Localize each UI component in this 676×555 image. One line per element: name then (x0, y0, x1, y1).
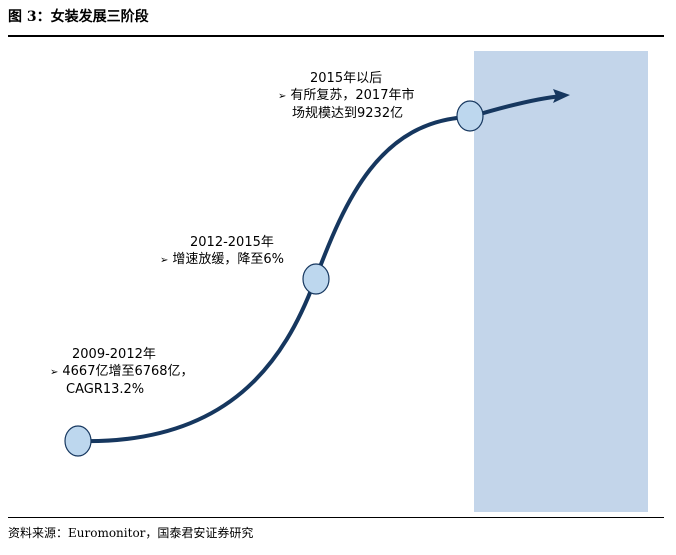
stage-node-2 (302, 263, 330, 295)
stage-period: 2012-2015年 (190, 235, 274, 250)
growth-curve (76, 94, 564, 444)
stage-detail: 有所复苏，2017年市 (290, 88, 415, 103)
stage-node-3 (456, 100, 484, 132)
stage-detail: 4667亿增至6768亿， (62, 364, 194, 379)
bottom-rule (8, 517, 664, 518)
curve-arrowhead (553, 89, 570, 103)
stage-period: 2015年以后 (310, 71, 383, 86)
stage-node-1 (64, 425, 92, 457)
highlight-band (474, 51, 648, 512)
top-rule (8, 35, 664, 37)
arrow-bullet-icon: ➢ (160, 255, 169, 266)
figure-title: 图 3：女装发展三阶段 (8, 9, 149, 25)
stage-label-3: 2015年以后 ➢ 有所复苏，2017年市 场规模达到9232亿 (278, 70, 414, 122)
source-note: 资料来源：Euromonitor，国泰君安证券研究 (8, 526, 254, 540)
stage-detail: 场规模达到9232亿 (292, 106, 404, 121)
stage-detail: CAGR13.2% (66, 382, 145, 397)
arrow-bullet-icon: ➢ (50, 367, 59, 378)
arrow-bullet-icon: ➢ (278, 91, 287, 102)
stage-label-2: 2012-2015年 ➢ 增速放缓，降至6% (160, 234, 284, 269)
stage-period: 2009-2012年 (72, 347, 156, 362)
stage-detail: 增速放缓，降至6% (172, 252, 285, 267)
stage-label-1: 2009-2012年 ➢ 4667亿增至6768亿， CAGR13.2% (50, 346, 194, 398)
